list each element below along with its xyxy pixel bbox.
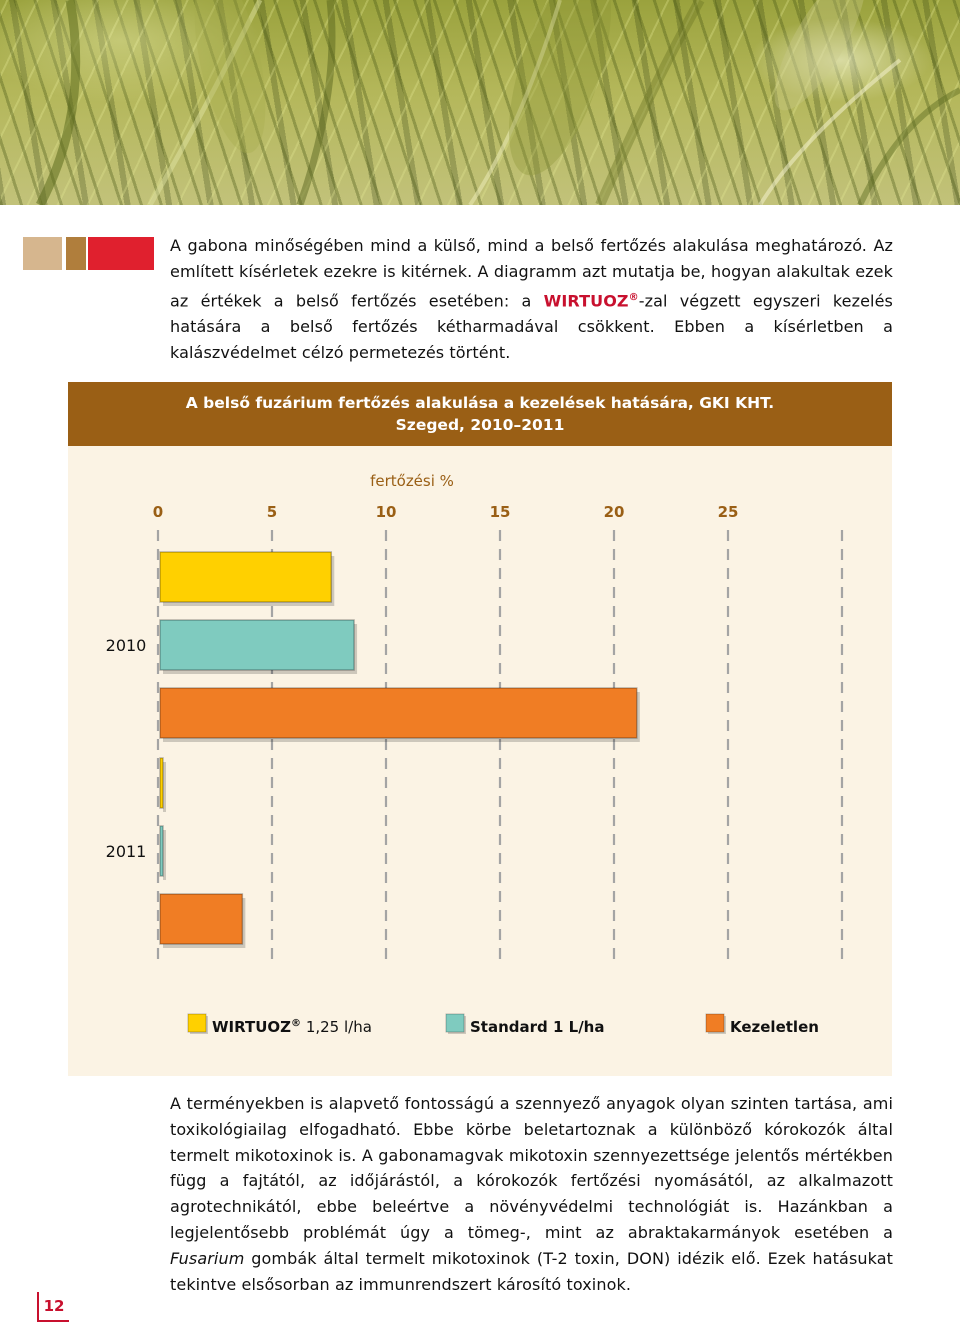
chart-area: fertőzési % 0 5 10 15 20 25 2010 2011 WIRTUOZ® 1,… [68, 446, 892, 1076]
body-italic-term: Fusarium [170, 1248, 245, 1268]
bar [159, 825, 164, 877]
body-paragraph: A terményekben is alapvető fontosságú a … [170, 1091, 893, 1297]
y-category-label: 2011 [106, 842, 147, 861]
legend-label: Kezeletlen [730, 1018, 819, 1036]
legend-swatch [187, 1013, 207, 1033]
chart-title-bar: A belső fuzárium fertőzés alakulása a ke… [68, 382, 892, 446]
legend-label: WIRTUOZ® 1,25 l/ha [212, 1018, 372, 1036]
bar [159, 757, 164, 809]
brown-block [66, 237, 86, 270]
x-tick-label: 25 [718, 503, 739, 521]
bar [159, 893, 244, 945]
chart-title: A belső fuzárium fertőzés alakulása a ke… [185, 394, 775, 412]
intro-paragraph: A gabona minőségében mind a külső, mind … [170, 233, 893, 365]
body-text-part-1: A terményekben is alapvető fontosságú a … [170, 1094, 893, 1242]
bar-chart: fertőzési % 0 5 10 15 20 25 2010 2011 WIRTUOZ® 1,… [106, 472, 844, 1036]
bar-shadow [163, 830, 166, 880]
x-axis-label: fertőzési % [370, 472, 454, 490]
x-tick-label: 10 [376, 503, 397, 521]
x-tick-label: 15 [490, 503, 511, 521]
legend-label: Standard 1 L/ha [470, 1018, 605, 1036]
x-tick-label: 20 [604, 503, 625, 521]
color-blocks-decoration [23, 237, 154, 270]
chart-subtitle: Szeged, 2010–2011 [395, 416, 565, 434]
wheat-photo-banner [0, 0, 960, 205]
legend-swatch [445, 1013, 465, 1033]
wheat-stalks-illustration [36, 0, 960, 205]
x-tick-label: 0 [153, 503, 163, 521]
red-block [88, 237, 154, 270]
bar-shadow [163, 762, 166, 812]
bar [159, 687, 638, 739]
intro-text-part-1: A gabona minőségében mind a külső, mind … [170, 236, 893, 310]
tan-block [23, 237, 62, 270]
body-text-part-2: gombák által termelt mikotoxinok (T-2 to… [170, 1248, 893, 1294]
legend-swatch [705, 1013, 725, 1033]
intro-text-part-2: -zal végzett egyszeri kezelés hatására a… [170, 290, 893, 362]
page-number: 12 [37, 1292, 69, 1322]
bar [159, 551, 333, 603]
brand-registered-mark: ® [628, 291, 639, 303]
y-category-label: 2010 [106, 636, 147, 655]
x-tick-label: 5 [267, 503, 277, 521]
bar [159, 619, 355, 671]
brand-name: WIRTUOZ [543, 290, 629, 310]
